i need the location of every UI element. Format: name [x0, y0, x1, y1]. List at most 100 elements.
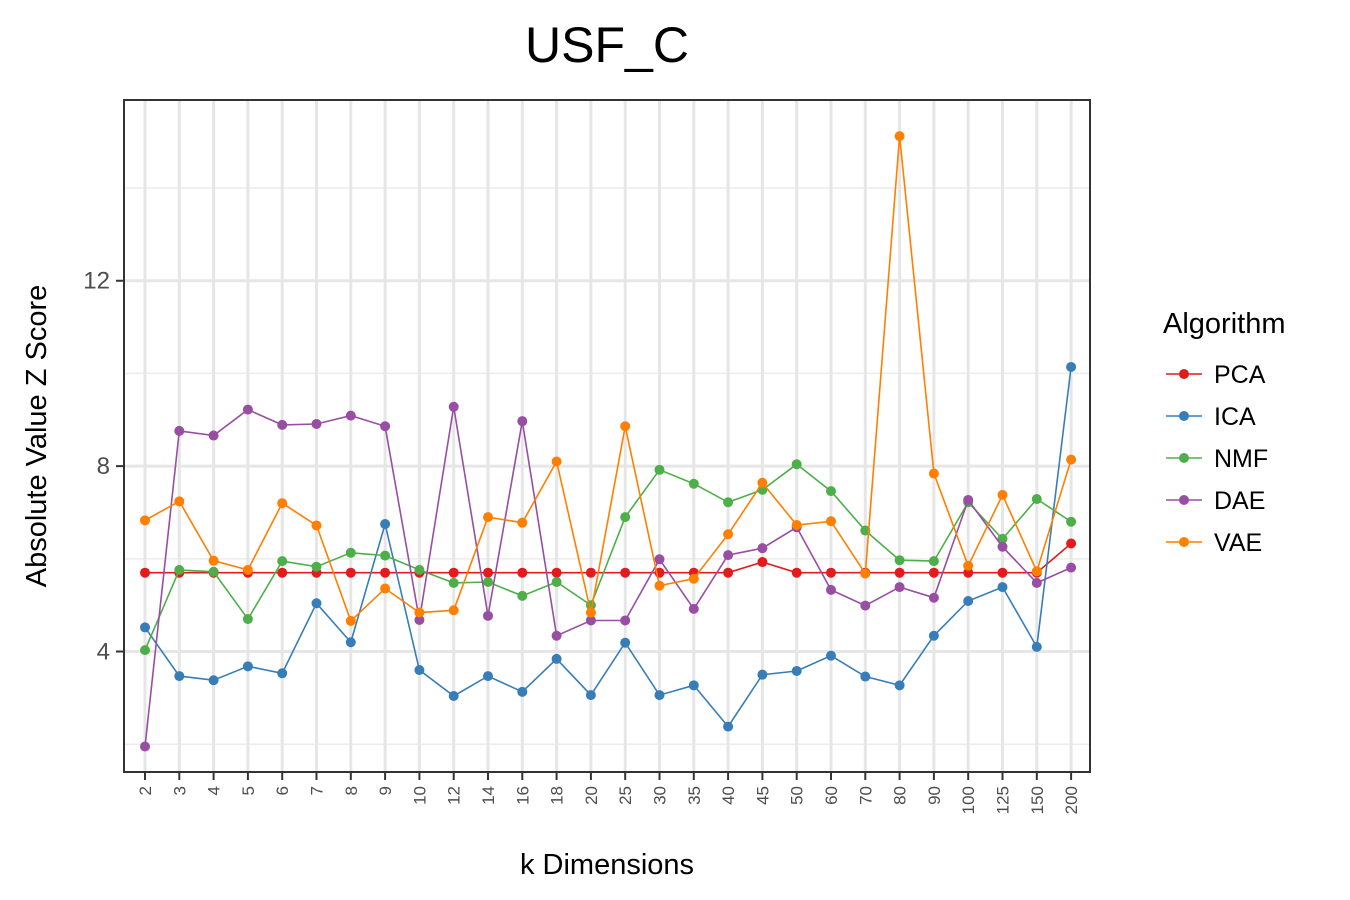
- series-vae: [140, 131, 1077, 626]
- data-point-dae: [277, 419, 288, 430]
- data-point-vae: [448, 605, 459, 616]
- data-point-ica: [928, 630, 939, 641]
- x-tick-label: 18: [548, 786, 567, 805]
- data-point-ica: [860, 671, 871, 682]
- data-point-pca: [826, 567, 836, 578]
- x-tick-label: 40: [719, 786, 738, 805]
- data-point-vae: [345, 615, 356, 626]
- data-point-vae: [860, 568, 871, 579]
- data-point-pca: [345, 567, 356, 578]
- x-tick-label: 200: [1062, 786, 1081, 814]
- x-axis: 2 3 4 5 6 7 8 9 10 12 14 16 18 20 25 30 35 40 45 50 60 70 80 90…: [136, 772, 1081, 814]
- data-point-pca: [517, 567, 528, 578]
- x-tick-label: 5: [239, 786, 258, 795]
- series-dae: [140, 401, 1077, 752]
- x-tick-label: 80: [891, 786, 910, 805]
- data-point-nmf: [483, 576, 493, 587]
- data-point-dae: [997, 541, 1008, 552]
- data-point-nmf: [826, 486, 836, 497]
- data-point-vae: [620, 421, 631, 432]
- legend-key-point: [1179, 411, 1189, 421]
- data-point-ica: [311, 598, 322, 609]
- data-point-nmf: [1066, 516, 1077, 527]
- legend-label: VAE: [1214, 529, 1262, 557]
- x-tick-label: 45: [753, 786, 772, 805]
- data-point-nmf: [140, 645, 150, 656]
- data-point-nmf: [620, 512, 631, 523]
- data-point-dae: [757, 543, 768, 554]
- data-point-vae: [585, 607, 596, 618]
- data-point-ica: [826, 650, 836, 661]
- data-point-dae: [517, 416, 528, 427]
- data-point-ica: [654, 690, 665, 701]
- x-tick-label: 35: [685, 786, 704, 805]
- data-point-pca: [448, 567, 459, 578]
- data-point-nmf: [791, 459, 802, 470]
- data-point-ica: [894, 680, 905, 691]
- legend-title: Algorithm: [1163, 308, 1286, 340]
- data-point-vae: [483, 512, 493, 523]
- data-point-pca: [483, 567, 493, 578]
- x-tick-label: 70: [856, 786, 875, 805]
- plot-panel-border: [123, 99, 1091, 773]
- data-point-dae: [311, 418, 322, 429]
- data-point-vae: [140, 515, 150, 526]
- data-point-dae: [345, 410, 356, 421]
- data-point-pca: [380, 567, 391, 578]
- legend-label: ICA: [1214, 403, 1256, 431]
- x-tick-label: 90: [925, 786, 944, 805]
- x-tick-label: 16: [513, 786, 532, 805]
- data-point-vae: [380, 583, 391, 594]
- series-line-vae: [144, 136, 1072, 623]
- series-line-pca: [145, 542, 1072, 574]
- data-point-vae: [242, 564, 253, 575]
- data-point-dae: [1031, 577, 1042, 588]
- data-point-vae: [997, 489, 1008, 500]
- x-tick-label: 2: [136, 786, 155, 795]
- data-point-vae: [963, 560, 974, 571]
- data-point-pca: [894, 567, 905, 578]
- data-point-dae: [483, 610, 493, 621]
- data-point-vae: [757, 477, 768, 488]
- data-point-vae: [894, 131, 905, 142]
- data-point-vae: [1066, 454, 1077, 465]
- legend-key-point: [1179, 453, 1189, 463]
- data-point-ica: [723, 721, 734, 732]
- data-point-nmf: [723, 497, 734, 508]
- data-point-vae: [723, 529, 734, 540]
- x-tick-label: 20: [582, 786, 601, 805]
- legend-item-dae: DAE: [1166, 487, 1265, 515]
- x-tick-label: 100: [959, 786, 978, 814]
- x-tick-label: 9: [376, 786, 395, 795]
- legend-key-point: [1179, 495, 1189, 505]
- data-point-ica: [551, 653, 562, 664]
- y-tick-label: 8: [97, 453, 110, 480]
- series-line-ica: [144, 366, 1072, 728]
- legend-key-point: [1179, 537, 1189, 547]
- data-point-ica: [345, 637, 356, 648]
- data-point-vae: [414, 607, 425, 618]
- data-point-pca: [551, 567, 562, 578]
- data-point-dae: [174, 425, 185, 436]
- data-point-pca: [963, 567, 974, 578]
- data-point-ica: [414, 665, 425, 676]
- data-point-ica: [174, 671, 185, 682]
- data-point-ica: [688, 680, 699, 691]
- data-point-ica: [448, 690, 459, 701]
- data-point-nmf: [345, 547, 356, 558]
- data-point-dae: [1066, 562, 1077, 573]
- data-point-nmf: [380, 550, 391, 561]
- data-point-nmf: [311, 561, 322, 572]
- data-point-dae: [723, 550, 734, 561]
- data-point-ica: [1031, 641, 1042, 652]
- legend-key-point: [1179, 369, 1189, 379]
- data-point-nmf: [277, 556, 288, 567]
- data-point-dae: [380, 421, 391, 432]
- data-point-dae: [894, 582, 905, 593]
- data-point-nmf: [1031, 494, 1042, 505]
- data-point-pca: [1066, 538, 1077, 549]
- x-tick-label: 125: [994, 786, 1013, 814]
- legend: Algorithm PCA ICA NMF DAE VAE: [1163, 308, 1286, 557]
- y-axis-title: Absolute Value Z Score: [21, 285, 53, 588]
- data-point-ica: [1066, 361, 1077, 372]
